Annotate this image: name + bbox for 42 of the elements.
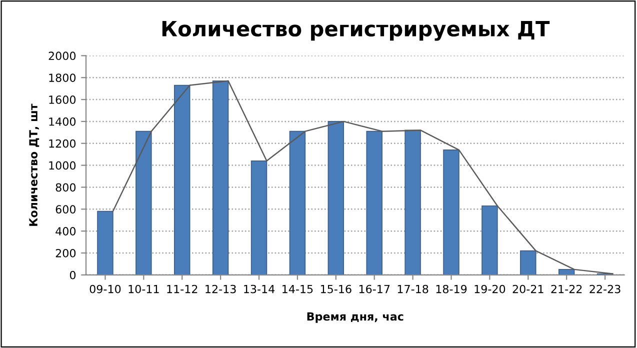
bar	[174, 84, 190, 275]
x-tick-label: 16-17	[359, 284, 390, 294]
y-tick-label: 0	[70, 270, 76, 280]
line-series	[112, 80, 614, 274]
bar	[250, 160, 268, 275]
bar	[136, 130, 152, 275]
y-tick-label: 1800	[49, 74, 76, 82]
y-tick-label: 2000	[48, 52, 76, 60]
x-axis-title: Время дня, час	[307, 312, 404, 323]
bar	[289, 130, 306, 275]
y-tick-label: 200	[56, 248, 76, 258]
bar	[404, 130, 421, 275]
x-tick-label: 22-23	[590, 284, 620, 294]
x-tick-label: 20-21	[512, 284, 544, 294]
bar	[558, 269, 575, 275]
x-tick-label: 11-12	[167, 284, 198, 294]
bar	[482, 205, 498, 275]
x-tick-label: 12-13	[206, 284, 236, 294]
y-tick-label: 400	[56, 227, 76, 236]
x-tick-label: 13-14	[244, 284, 275, 294]
x-tick-label: 18-19	[436, 284, 467, 294]
x-tick-label: 14-15	[282, 284, 313, 294]
x-tick-label: 21-22	[551, 284, 582, 294]
y-tick-label: 1600	[49, 96, 76, 104]
y-tick-label: 1400	[49, 117, 76, 126]
chart-title: Количество регистрируемых ДТ	[162, 21, 550, 41]
x-tick-label: 19-20	[474, 284, 506, 294]
bar	[328, 121, 344, 275]
x-tick-label: 17-18	[398, 284, 428, 294]
bar	[212, 80, 229, 275]
y-tick-label: 1200	[49, 139, 76, 148]
bar	[520, 250, 536, 275]
y-tick-label: 600	[56, 205, 76, 214]
x-tick-label: 09-10	[90, 284, 121, 294]
y-tick-label: 800	[56, 183, 76, 192]
bar	[366, 130, 382, 275]
bar	[97, 210, 114, 275]
y-tick-label: 1000	[49, 161, 76, 170]
y-axis-title: Количество ДТ, шт	[29, 104, 40, 226]
bar	[443, 150, 460, 275]
x-tick-label: 15-16	[320, 284, 352, 294]
x-tick-label: 10-11	[128, 284, 159, 294]
